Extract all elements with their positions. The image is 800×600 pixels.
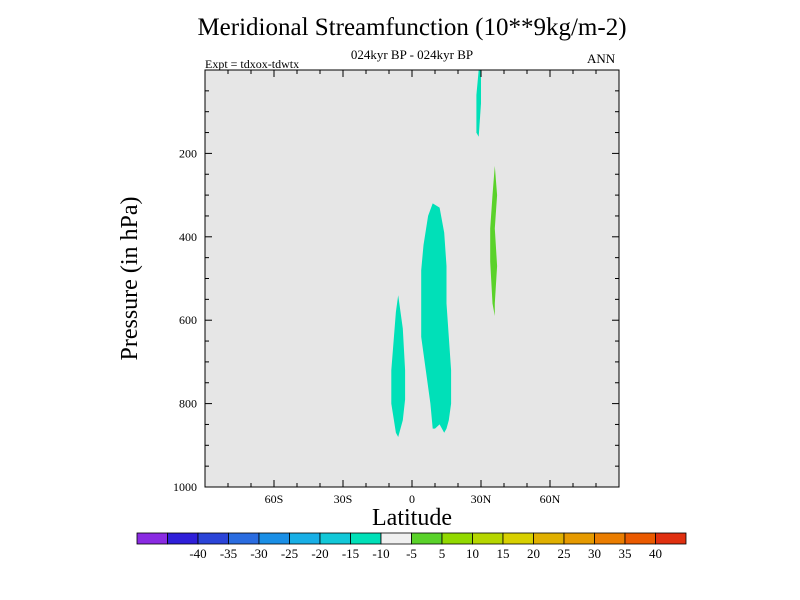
colorbar-label: 35 <box>619 546 632 561</box>
colorbar-label: -40 <box>189 546 206 561</box>
colorbar-box <box>289 532 321 545</box>
colorbar-label: -5 <box>406 546 417 561</box>
colorbar-box <box>441 532 473 545</box>
colorbar-box <box>350 532 382 545</box>
colorbar-box <box>624 532 656 545</box>
y-tick-label: 800 <box>179 397 197 411</box>
x-tick-label: 60N <box>540 492 561 506</box>
plot-area <box>205 70 619 487</box>
teal-region-subtropical-north <box>391 295 406 437</box>
y-tick-label: 400 <box>179 230 197 244</box>
colorbar-box <box>472 532 504 545</box>
colorbar-box <box>258 532 290 545</box>
colorbar-label: 15 <box>497 546 510 561</box>
colorbar-label: 20 <box>527 546 540 561</box>
colorbar-box <box>319 532 351 545</box>
colorbar-box <box>228 532 260 545</box>
x-tick-label: 0 <box>409 492 415 506</box>
teal-region-main-cell <box>421 203 452 433</box>
y-tick-label: 200 <box>179 146 197 160</box>
colorbar-label: 10 <box>466 546 479 561</box>
chart-subtitle: 024kyr BP - 024kyr BP <box>350 47 474 62</box>
colorbar-label: -15 <box>342 546 359 561</box>
colorbar-box <box>380 532 412 545</box>
experiment-label: Expt = tdxox-tdwtx <box>205 57 300 71</box>
x-axis-label: Latitude <box>372 505 452 531</box>
colorbar-label: -35 <box>220 546 237 561</box>
colorbar-box <box>502 532 534 545</box>
season-label: ANN <box>587 51 616 66</box>
x-tick-label: 60S <box>265 492 284 506</box>
colorbar-box <box>167 532 199 545</box>
y-tick-label: 600 <box>179 313 197 327</box>
colorbar-label: -25 <box>281 546 298 561</box>
colorbar-label: -10 <box>372 546 389 561</box>
y-axis-label: Pressure (in hPa) <box>117 197 143 361</box>
y-tick-label: 1000 <box>173 480 197 494</box>
colorbar-label: 25 <box>558 546 571 561</box>
teal-region-upper-tropopause <box>476 70 481 137</box>
colorbar-label: -30 <box>250 546 267 561</box>
colorbar-label: 30 <box>588 546 601 561</box>
colorbar-box <box>411 532 443 545</box>
colorbar-box <box>533 532 565 545</box>
colorbar-box <box>655 532 687 545</box>
colorbar-box <box>594 532 626 545</box>
colorbar-label: 40 <box>649 546 662 561</box>
colorbar-box <box>563 532 595 545</box>
colorbar-label: -20 <box>311 546 328 561</box>
colorbar-box <box>136 532 168 545</box>
x-tick-label: 30N <box>471 492 492 506</box>
chart-title: Meridional Streamfunction (10**9kg/m-2) <box>197 14 627 41</box>
colorbar-box <box>197 532 229 545</box>
colorbar-label: 5 <box>439 546 446 561</box>
green-region-30N <box>490 165 498 316</box>
x-tick-label: 30S <box>334 492 353 506</box>
